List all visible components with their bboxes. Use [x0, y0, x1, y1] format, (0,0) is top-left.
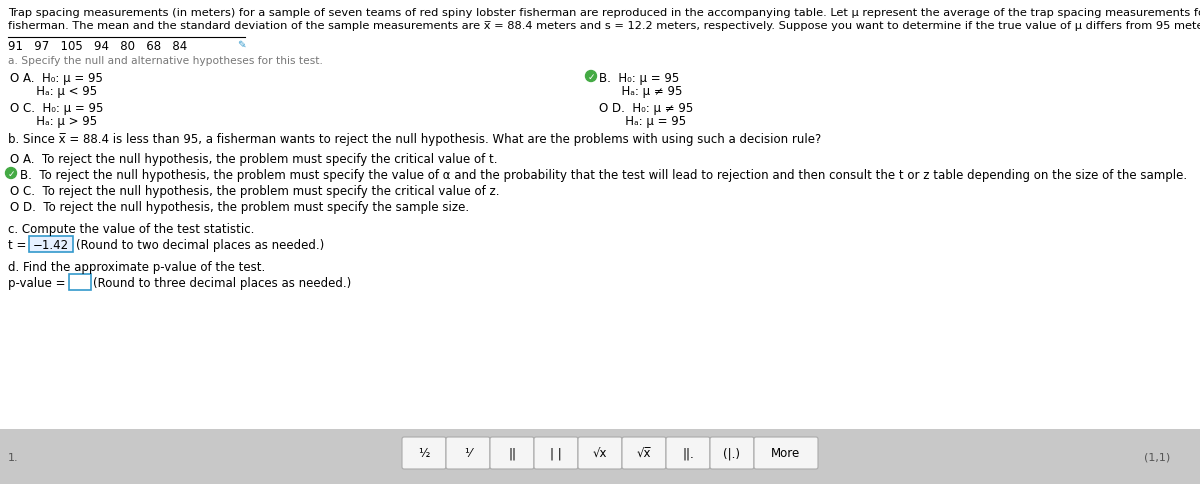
Text: O D.  To reject the null hypothesis, the problem must specify the sample size.: O D. To reject the null hypothesis, the …	[10, 200, 469, 213]
Text: ||: ||	[508, 447, 516, 459]
Circle shape	[6, 168, 17, 179]
Text: (Round to two decimal places as needed.): (Round to two decimal places as needed.)	[76, 239, 324, 252]
Text: Hₐ: μ ≠ 95: Hₐ: μ ≠ 95	[599, 85, 683, 98]
Text: (|.): (|.)	[724, 447, 740, 459]
FancyBboxPatch shape	[666, 437, 710, 469]
FancyBboxPatch shape	[578, 437, 622, 469]
Text: −1.42: −1.42	[32, 239, 70, 252]
Text: 1.: 1.	[8, 452, 19, 462]
Text: (Round to three decimal places as needed.): (Round to three decimal places as needed…	[94, 276, 352, 289]
Text: 91   97   105   94   80   68   84: 91 97 105 94 80 68 84	[8, 40, 187, 53]
Text: B.  To reject the null hypothesis, the problem must specify the value of α and t: B. To reject the null hypothesis, the pr…	[20, 168, 1187, 182]
Text: t =: t =	[8, 239, 30, 252]
Text: O D.  H₀: μ ≠ 95: O D. H₀: μ ≠ 95	[599, 102, 694, 115]
Text: a. Specify the null and alternative hypotheses for this test.: a. Specify the null and alternative hypo…	[8, 56, 323, 66]
Text: ⅟: ⅟	[464, 447, 472, 459]
Text: O A.  To reject the null hypothesis, the problem must specify the critical value: O A. To reject the null hypothesis, the …	[10, 152, 498, 166]
Text: ✎: ✎	[238, 40, 246, 50]
FancyBboxPatch shape	[0, 0, 1200, 429]
Text: p-value =: p-value =	[8, 276, 66, 289]
Text: Trap spacing measurements (in meters) for a sample of seven teams of red spiny l: Trap spacing measurements (in meters) fo…	[8, 8, 1200, 18]
Text: ✓: ✓	[588, 72, 595, 81]
Text: B.  H₀: μ = 95: B. H₀: μ = 95	[599, 72, 679, 85]
Text: More: More	[772, 447, 800, 459]
Text: c. Compute the value of the test statistic.: c. Compute the value of the test statist…	[8, 223, 254, 236]
FancyBboxPatch shape	[402, 437, 446, 469]
FancyBboxPatch shape	[29, 237, 73, 253]
FancyBboxPatch shape	[754, 437, 818, 469]
Text: √x: √x	[593, 447, 607, 459]
Text: d. Find the approximate p-value of the test.: d. Find the approximate p-value of the t…	[8, 260, 265, 273]
Text: O A.  H₀: μ = 95: O A. H₀: μ = 95	[10, 72, 103, 85]
FancyBboxPatch shape	[446, 437, 490, 469]
Text: b. Since x̅ = 88.4 is less than 95, a fisherman wants to reject the null hypothe: b. Since x̅ = 88.4 is less than 95, a fi…	[8, 133, 821, 146]
Text: ✓: ✓	[8, 169, 16, 178]
FancyBboxPatch shape	[70, 274, 91, 290]
FancyBboxPatch shape	[622, 437, 666, 469]
Text: ||.: ||.	[682, 447, 694, 459]
FancyBboxPatch shape	[0, 429, 1200, 484]
Text: fisherman. The mean and the standard deviation of the sample measurements are x̅: fisherman. The mean and the standard dev…	[8, 21, 1200, 31]
Text: | |: | |	[550, 447, 562, 459]
Text: Hₐ: μ < 95: Hₐ: μ < 95	[10, 85, 97, 98]
FancyBboxPatch shape	[490, 437, 534, 469]
Text: √x̅: √x̅	[637, 447, 652, 459]
FancyBboxPatch shape	[534, 437, 578, 469]
Text: O C.  To reject the null hypothesis, the problem must specify the critical value: O C. To reject the null hypothesis, the …	[10, 184, 499, 197]
Text: Hₐ: μ = 95: Hₐ: μ = 95	[599, 115, 686, 128]
Text: O C.  H₀: μ = 95: O C. H₀: μ = 95	[10, 102, 103, 115]
FancyBboxPatch shape	[710, 437, 754, 469]
Text: Hₐ: μ > 95: Hₐ: μ > 95	[10, 115, 97, 128]
Circle shape	[586, 71, 596, 82]
Text: ½: ½	[419, 447, 430, 459]
Text: (1,1): (1,1)	[1144, 452, 1170, 462]
